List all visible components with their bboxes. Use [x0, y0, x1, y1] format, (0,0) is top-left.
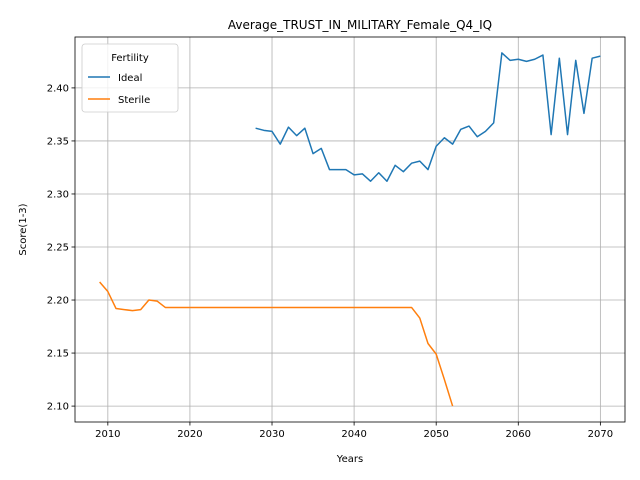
chart-title: Average_TRUST_IN_MILITARY_Female_Q4_IQ [228, 18, 492, 32]
y-tick-label: 2.35 [47, 136, 69, 147]
legend-label-sterile: Sterile [118, 95, 150, 106]
legend-label-ideal: Ideal [118, 73, 142, 84]
y-tick-label: 2.10 [47, 402, 69, 413]
x-tick-label: 2020 [177, 429, 202, 440]
y-tick-label: 2.25 [47, 243, 69, 254]
series-group [99, 52, 601, 407]
plot-frame [74, 36, 626, 423]
grid [75, 37, 625, 422]
y-tick-label: 2.30 [47, 189, 69, 200]
series-line-ideal [255, 52, 601, 182]
series-line-sterile [99, 281, 454, 407]
x-tick-label: 2050 [423, 429, 448, 440]
x-tick-label: 2040 [341, 429, 366, 440]
y-tick-label: 2.20 [47, 296, 69, 307]
legend-box [81, 43, 179, 113]
x-tick-label: 2070 [588, 429, 613, 440]
x-tick-label: 2030 [259, 429, 284, 440]
legend: Fertility Ideal Sterile [81, 43, 179, 113]
legend-title: Fertility [111, 53, 149, 64]
x-tick-label: 2010 [95, 429, 120, 440]
x-axis-label: Years [336, 454, 363, 465]
x-tick-label: 2060 [506, 429, 531, 440]
y-tick-label: 2.15 [47, 349, 69, 360]
y-axis-label: Score(1-3) [18, 203, 29, 255]
y-tick-label: 2.40 [47, 83, 69, 94]
ticks: 2010 2020 2030 2040 2050 2060 2070 2.10 2.15 2.20… [47, 83, 613, 440]
